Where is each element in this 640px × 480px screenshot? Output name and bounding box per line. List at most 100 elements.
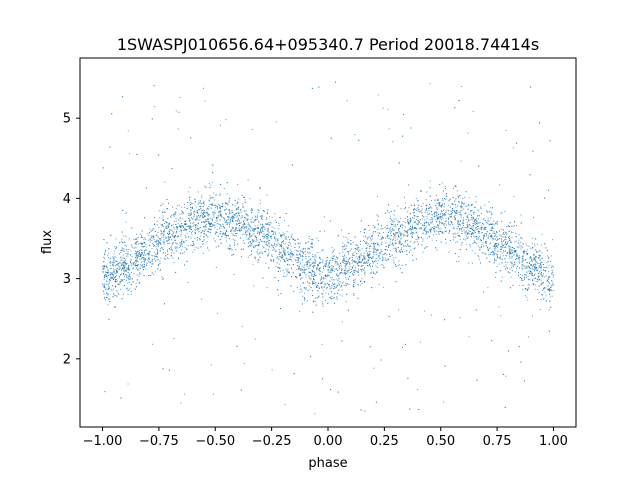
- data-point: [417, 210, 419, 212]
- data-point: [525, 243, 527, 245]
- data-point: [295, 260, 297, 262]
- data-point: [482, 224, 484, 226]
- data-point: [511, 264, 513, 266]
- data-point: [473, 226, 475, 228]
- data-point: [415, 223, 417, 225]
- data-point: [352, 253, 354, 254]
- data-point: [360, 231, 362, 233]
- data-point: [102, 286, 104, 288]
- data-point: [386, 210, 388, 212]
- data-point: [521, 275, 523, 276]
- data-point: [175, 211, 177, 213]
- data-point: [155, 260, 157, 262]
- data-point: [351, 260, 353, 262]
- data-point: [486, 234, 488, 236]
- data-point: [370, 245, 372, 247]
- data-point: [232, 219, 234, 221]
- data-point: [347, 242, 349, 244]
- data-point: [551, 265, 553, 267]
- data-point: [337, 263, 339, 265]
- data-point: [436, 215, 438, 217]
- data-point: [262, 230, 264, 232]
- data-point: [156, 255, 157, 257]
- data-point: [140, 273, 142, 275]
- data-point: [309, 264, 311, 266]
- data-point: [206, 231, 208, 233]
- data-point: [199, 238, 201, 239]
- data-point: [492, 251, 493, 252]
- data-point: [474, 224, 476, 225]
- data-point: [308, 289, 310, 291]
- data-point: [228, 238, 230, 239]
- data-point: [398, 227, 400, 229]
- data-point: [424, 211, 426, 213]
- data-point: [186, 208, 188, 209]
- data-point: [135, 260, 137, 262]
- data-point: [360, 284, 361, 286]
- data-point: [414, 227, 415, 229]
- data-point: [277, 266, 279, 268]
- data-point: [447, 210, 449, 212]
- data-point: [325, 299, 327, 301]
- data-point: [271, 254, 273, 256]
- data-point: [219, 238, 221, 240]
- data-point: [460, 160, 462, 162]
- data-point: [536, 288, 538, 290]
- data-point: [310, 265, 312, 267]
- data-point: [491, 236, 493, 238]
- data-point: [403, 235, 405, 237]
- data-point: [130, 259, 132, 261]
- data-point: [485, 245, 487, 247]
- data-point: [361, 260, 363, 261]
- data-point: [411, 224, 413, 226]
- data-point: [200, 212, 202, 214]
- data-point: [176, 227, 178, 229]
- data-point: [527, 299, 529, 301]
- data-point: [290, 236, 292, 238]
- data-point: [313, 278, 314, 280]
- data-point: [157, 246, 159, 248]
- data-point: [475, 241, 476, 243]
- data-point: [477, 254, 479, 256]
- data-point: [213, 211, 214, 213]
- data-point: [403, 233, 405, 235]
- data-point: [223, 217, 225, 218]
- data-point: [178, 219, 180, 221]
- data-point: [483, 245, 485, 247]
- data-point: [435, 214, 437, 216]
- data-point: [196, 229, 198, 231]
- data-point: [378, 245, 380, 247]
- data-point: [130, 284, 132, 286]
- data-point: [153, 273, 155, 275]
- data-point: [463, 225, 464, 227]
- data-point: [377, 94, 379, 96]
- data-point: [249, 198, 251, 200]
- data-point: [430, 206, 432, 208]
- data-point: [219, 195, 221, 197]
- data-point: [532, 278, 533, 280]
- data-point: [504, 246, 506, 248]
- data-point: [202, 220, 204, 222]
- data-point: [358, 251, 359, 252]
- data-point: [488, 220, 490, 222]
- data-point: [329, 277, 331, 279]
- data-point: [127, 266, 129, 268]
- data-point: [335, 260, 336, 262]
- data-point: [474, 206, 475, 208]
- data-point: [232, 211, 234, 213]
- data-point: [203, 221, 205, 223]
- data-point: [103, 261, 105, 262]
- data-point: [516, 246, 518, 248]
- data-point: [428, 210, 430, 211]
- data-point: [430, 222, 432, 224]
- data-point: [278, 294, 280, 296]
- data-point: [290, 245, 292, 247]
- data-point: [177, 227, 179, 229]
- data-point: [466, 243, 468, 245]
- data-point: [104, 258, 105, 260]
- data-point: [149, 261, 151, 263]
- data-point: [130, 277, 132, 279]
- data-point: [359, 261, 361, 263]
- data-point: [505, 130, 507, 131]
- data-point: [464, 196, 466, 198]
